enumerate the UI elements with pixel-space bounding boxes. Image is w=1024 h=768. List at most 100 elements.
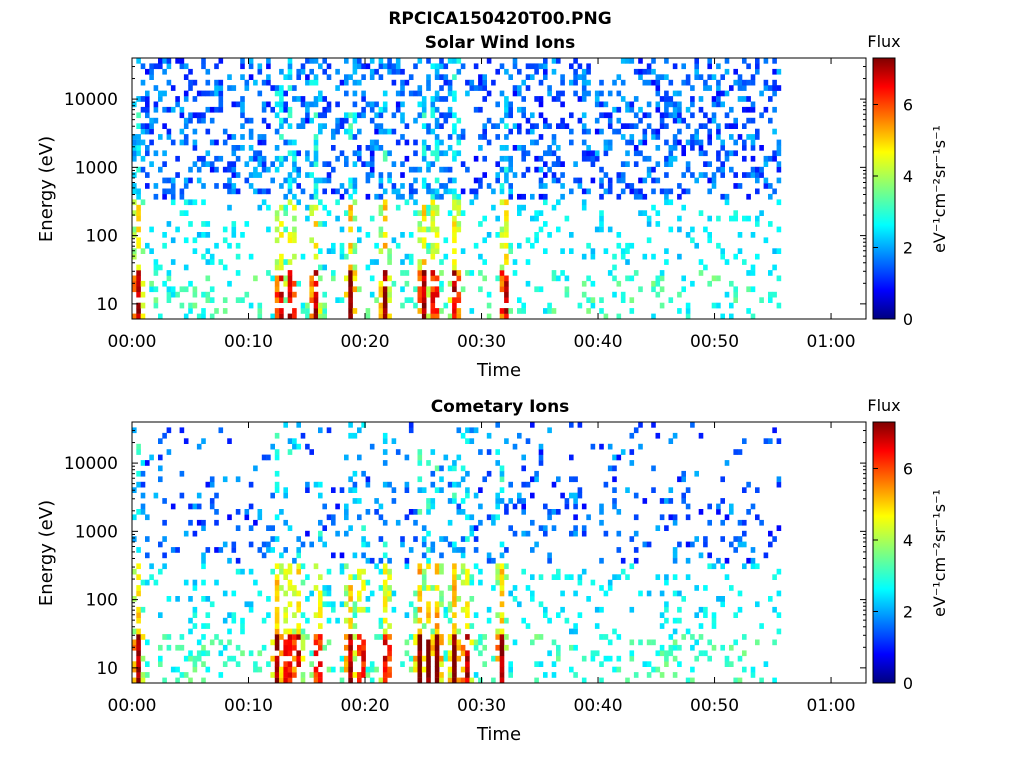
spectrogram-cell — [543, 161, 548, 167]
spectrogram-cell — [547, 552, 552, 559]
spectrogram-cell — [473, 427, 479, 434]
spectrogram-cell — [556, 123, 561, 129]
spectrogram-cell — [512, 530, 518, 537]
spectrogram-cell — [504, 574, 509, 580]
spectrogram-cell — [521, 172, 526, 178]
spectrogram-cell — [452, 308, 457, 314]
spectrogram-cell — [681, 596, 686, 602]
spectrogram-cell — [538, 634, 544, 640]
spectrogram-cell — [257, 204, 263, 211]
spectrogram-cell — [382, 313, 388, 320]
spectrogram-cell — [659, 74, 665, 80]
spectrogram-cell — [417, 655, 423, 662]
spectrogram-cell — [473, 644, 479, 651]
spectrogram-cell — [214, 166, 219, 173]
spectrogram-cell — [305, 308, 310, 314]
spectrogram-cell — [192, 96, 198, 102]
spectrogram-cell — [166, 449, 172, 455]
spectrogram-cell — [382, 232, 388, 238]
spectrogram-cell — [331, 514, 336, 521]
spectrogram-cell — [140, 106, 146, 113]
spectrogram-cell — [266, 541, 271, 548]
spectrogram-cell — [560, 79, 565, 86]
spectrogram-cell — [279, 585, 284, 591]
spectrogram-cell — [136, 639, 141, 646]
spectrogram-cell — [209, 503, 215, 510]
spectrogram-cell — [616, 454, 622, 461]
spectrogram-cell — [443, 74, 449, 80]
spectrogram-cell — [305, 117, 310, 124]
spectrogram-cell — [664, 525, 669, 531]
spectrogram-cell — [456, 596, 462, 602]
spectrogram-cell — [590, 155, 596, 162]
spectrogram-cell — [672, 101, 678, 108]
spectrogram-cell — [382, 596, 388, 602]
spectrogram-cell — [603, 139, 609, 146]
spectrogram-cell — [729, 85, 734, 91]
spectrogram-cell — [339, 677, 345, 684]
spectrogram-cell — [534, 68, 539, 75]
spectrogram-cell — [365, 177, 371, 184]
spectrogram-cell — [750, 666, 756, 673]
spectrogram-cell — [456, 427, 462, 434]
spectrogram-cell — [517, 193, 522, 200]
spectrogram-cell — [369, 161, 375, 167]
spectrogram-cell — [257, 590, 263, 597]
spectrogram-cell — [430, 470, 436, 477]
spectrogram-cell — [313, 481, 319, 488]
spectrogram-cell — [646, 172, 652, 178]
spectrogram-cell — [344, 644, 349, 651]
spectrogram-cell — [707, 177, 712, 184]
spectrogram-cell — [538, 661, 544, 667]
x-tick-label: 00:10 — [224, 696, 273, 716]
spectrogram-cell — [690, 85, 695, 91]
spectrogram-cell — [707, 161, 712, 167]
spectrogram-cell — [646, 79, 652, 86]
spectrogram-cell — [417, 308, 423, 314]
spectrogram-cell — [469, 530, 475, 537]
spectrogram-cell — [469, 79, 475, 86]
spectrogram-cell — [274, 606, 280, 613]
spectrogram-cell — [521, 617, 526, 624]
spectrogram-cell — [413, 188, 418, 195]
spectrogram-cell — [352, 183, 358, 189]
spectrogram-cell — [244, 85, 250, 91]
spectrogram-cell — [292, 237, 297, 244]
spectrogram-cell — [499, 590, 505, 597]
spectrogram-cell — [633, 427, 639, 434]
spectrogram-cell — [473, 63, 479, 70]
spectrogram-cell — [140, 139, 146, 146]
spectrogram-cell — [145, 90, 150, 97]
spectrogram-cell — [430, 161, 436, 167]
spectrogram-cell — [698, 96, 704, 102]
spectrogram-cell — [149, 128, 154, 135]
spectrogram-cell — [344, 253, 349, 260]
spectrogram-cell — [140, 470, 146, 477]
spectrogram-cell — [586, 242, 591, 249]
spectrogram-cell — [279, 634, 284, 640]
spectrogram-cell — [365, 596, 371, 602]
spectrogram-cell — [646, 166, 652, 173]
spectrogram-cell — [253, 155, 258, 162]
spectrogram-cell — [664, 601, 669, 608]
spectrogram-cell — [742, 519, 747, 526]
spectrogram-cell — [339, 563, 345, 570]
spectrogram-cell — [560, 606, 565, 613]
spectrogram-cell — [495, 232, 500, 238]
spectrogram-cell — [742, 634, 747, 640]
spectrogram-cell — [283, 661, 288, 667]
spectrogram-cell — [668, 650, 674, 657]
spectrogram-cell — [313, 112, 319, 119]
spectrogram-cell — [209, 253, 215, 260]
spectrogram-cell — [361, 470, 366, 477]
spectrogram-cell — [408, 253, 414, 260]
spectrogram-cell — [313, 221, 319, 227]
spectrogram-cell — [257, 155, 263, 162]
spectrogram-cell — [478, 519, 483, 526]
spectrogram-cell — [318, 574, 323, 580]
spectrogram-cell — [720, 644, 725, 651]
spectrogram-cell — [452, 96, 457, 102]
spectrogram-cell — [391, 63, 397, 70]
spectrogram-cell — [439, 563, 444, 570]
spectrogram-cell — [296, 280, 301, 287]
